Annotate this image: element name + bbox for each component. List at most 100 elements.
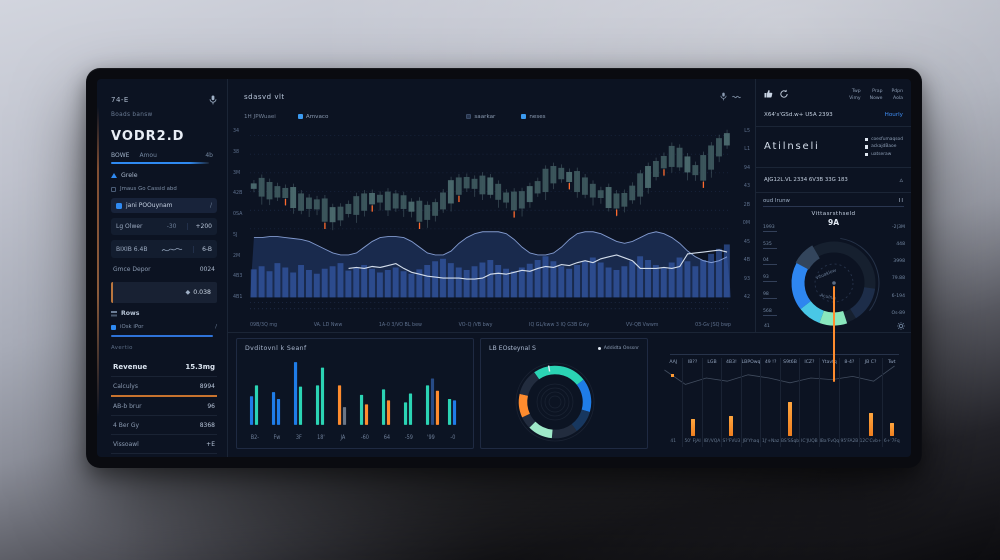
dividends-panel: Dvditovnl k Seanf B2- Fw 3F 18' JA -60 64 -59 '9…: [236, 338, 474, 449]
bottom-row: Dvditovnl k Seanf B2- Fw 3F 18' JA -60 64 -59 '9…: [228, 333, 911, 457]
row-label: BIXIB 6.4B: [116, 245, 148, 253]
month-column: Ytavtq IBa'FvQq: [818, 358, 839, 447]
y-tick-label: 38: [233, 149, 240, 155]
tab-amou[interactable]: Amou: [139, 152, 157, 159]
legend-item[interactable]: saarkar: [466, 114, 495, 120]
check-row[interactable]: iOsk iPor /: [111, 324, 217, 330]
gauge-scale-label: 98: [763, 292, 777, 300]
mic-icon[interactable]: [720, 92, 727, 101]
content-area: sdasvd vlt: [228, 79, 911, 457]
bar-category-label: 18': [317, 435, 325, 441]
y-tick-label: 34: [233, 129, 240, 134]
gauge-scale-label: 1993: [763, 225, 777, 232]
y-tick-label: 3M: [233, 170, 241, 176]
y-tick-label: L1: [744, 147, 750, 153]
month-header: AAJ: [669, 360, 678, 365]
legend-entry: ackajdBaoe: [865, 144, 903, 149]
gauge-scale-label: 3998: [893, 259, 905, 265]
checkbox-icon[interactable]: [111, 186, 116, 192]
month-column: LGB IB'/VQA: [701, 358, 721, 447]
month-footer: IC'JUQB: [801, 439, 818, 444]
legend-item[interactable]: Amvaco: [297, 114, 328, 120]
month-bar: [889, 422, 894, 436]
row-value: 0024: [199, 266, 215, 273]
bar: [452, 400, 457, 425]
thumbs-up-icon[interactable]: [764, 89, 773, 98]
refresh-icon[interactable]: [779, 89, 789, 99]
y-tick-label: 0M: [742, 221, 750, 227]
gauge-scale-label: Os-89: [891, 310, 905, 316]
month-header: LBPOwq: [741, 360, 761, 365]
triangle-up-icon[interactable]: ▵: [899, 175, 903, 184]
month-bar: [729, 415, 734, 436]
month-cell: [722, 365, 740, 439]
wave-icon[interactable]: [732, 94, 741, 100]
month-bar: [868, 412, 873, 436]
sidebar-subtitle: Boads bansw: [111, 112, 153, 118]
month-column: LBPOwq JB'Yhaq: [740, 358, 761, 447]
gauge-left-labels: 1993 535 04 93 98 568: [763, 225, 777, 316]
bar: [271, 392, 276, 425]
sidebar-checkbox-item[interactable]: Jmaus Go Cassid abd: [111, 186, 217, 192]
monitor-bezel: 74-E Boads bansw VODR2.D BOWE Amou 4b Gr…: [86, 68, 922, 468]
checkbox-checked-icon[interactable]: [111, 324, 116, 330]
section-legend: coesfumaqsod ackajdBaoe uatseraw: [865, 137, 903, 157]
x-tick-label: 1A-0 3/VO BL bew: [378, 323, 422, 328]
gauge-inner-label-top: vituaklow: [814, 267, 837, 281]
row-label: Gmce Depor: [113, 266, 151, 273]
header-col: Twp Vimy: [849, 89, 861, 101]
header-col: Pdpn Aola: [891, 89, 903, 101]
mic-icon[interactable]: [209, 95, 217, 105]
triangle-icon: [111, 173, 117, 178]
pause-icon[interactable]: II: [898, 197, 904, 204]
bar: [408, 393, 413, 425]
gauge-bottom-left: 41: [764, 324, 770, 329]
bar-category-label: B2-: [251, 435, 259, 441]
sidebar-item-label: Grele: [121, 172, 138, 179]
main-chart-title: sdasvd vlt: [244, 92, 285, 101]
table-row: Gmce Depor 0024: [111, 264, 217, 275]
hourly-link[interactable]: Hourly: [884, 111, 903, 118]
sidebar-item-grele[interactable]: Grele: [111, 172, 217, 179]
gauge-segment: [849, 286, 875, 318]
month-footer: 41: [670, 439, 676, 444]
legend-swatch: [521, 114, 527, 119]
rows-header: Rows: [121, 310, 140, 317]
gear-icon[interactable]: [897, 322, 905, 330]
gauge-scale-label: 04: [763, 258, 777, 266]
bezel-reflection: [97, 107, 99, 417]
brand-code: 74-E: [111, 96, 129, 104]
month-cell: [800, 365, 818, 439]
sidebar-selected-item[interactable]: jani POOuynam /: [111, 198, 217, 213]
table-row: Lg Olwer -30 +200: [111, 218, 217, 235]
x-tick-label: 09B/3Q mg: [250, 323, 278, 328]
legend-swatch: [297, 114, 303, 119]
month-column: 49 !? 1J'+Naz: [760, 358, 779, 447]
y-tick-label: 4B: [743, 258, 750, 264]
month-column: ICZ? IC'JUQB: [799, 358, 818, 447]
tab-bowe[interactable]: BOWE: [111, 152, 130, 159]
y-tick-label: 42B: [233, 191, 243, 197]
month-footer: JB'Yhaq: [742, 439, 760, 444]
bar: [430, 378, 435, 425]
donut-segment: [529, 421, 553, 439]
donut-segment: [519, 372, 540, 397]
alert-box[interactable]: ◆ 0.038: [111, 282, 217, 303]
reference-line: AJG12L.VL 2334 6V3B 33G 183: [764, 176, 848, 183]
header-col: Prap Nowe: [869, 89, 883, 101]
bar-category-label: JA: [340, 435, 346, 441]
y-tick-label: 42: [743, 294, 750, 300]
legend-item[interactable]: neses: [521, 114, 546, 120]
legend-item[interactable]: 1H JPWuaei: [244, 113, 276, 120]
bar-category-label: -0: [450, 435, 455, 441]
month-header: Ytavtq: [821, 360, 837, 365]
donut-marker-tick: [547, 365, 551, 372]
y-tick-label: 43: [743, 184, 750, 190]
month-column: Twt 6+'7Fq: [881, 358, 901, 447]
check-row-value: /: [215, 324, 217, 330]
tab-4b[interactable]: 4b: [205, 152, 213, 159]
month-header: 4B3!: [726, 360, 737, 365]
gauge-scale-label: -2|3M: [891, 224, 905, 230]
bar: [337, 385, 342, 425]
month-cell: [781, 365, 799, 439]
